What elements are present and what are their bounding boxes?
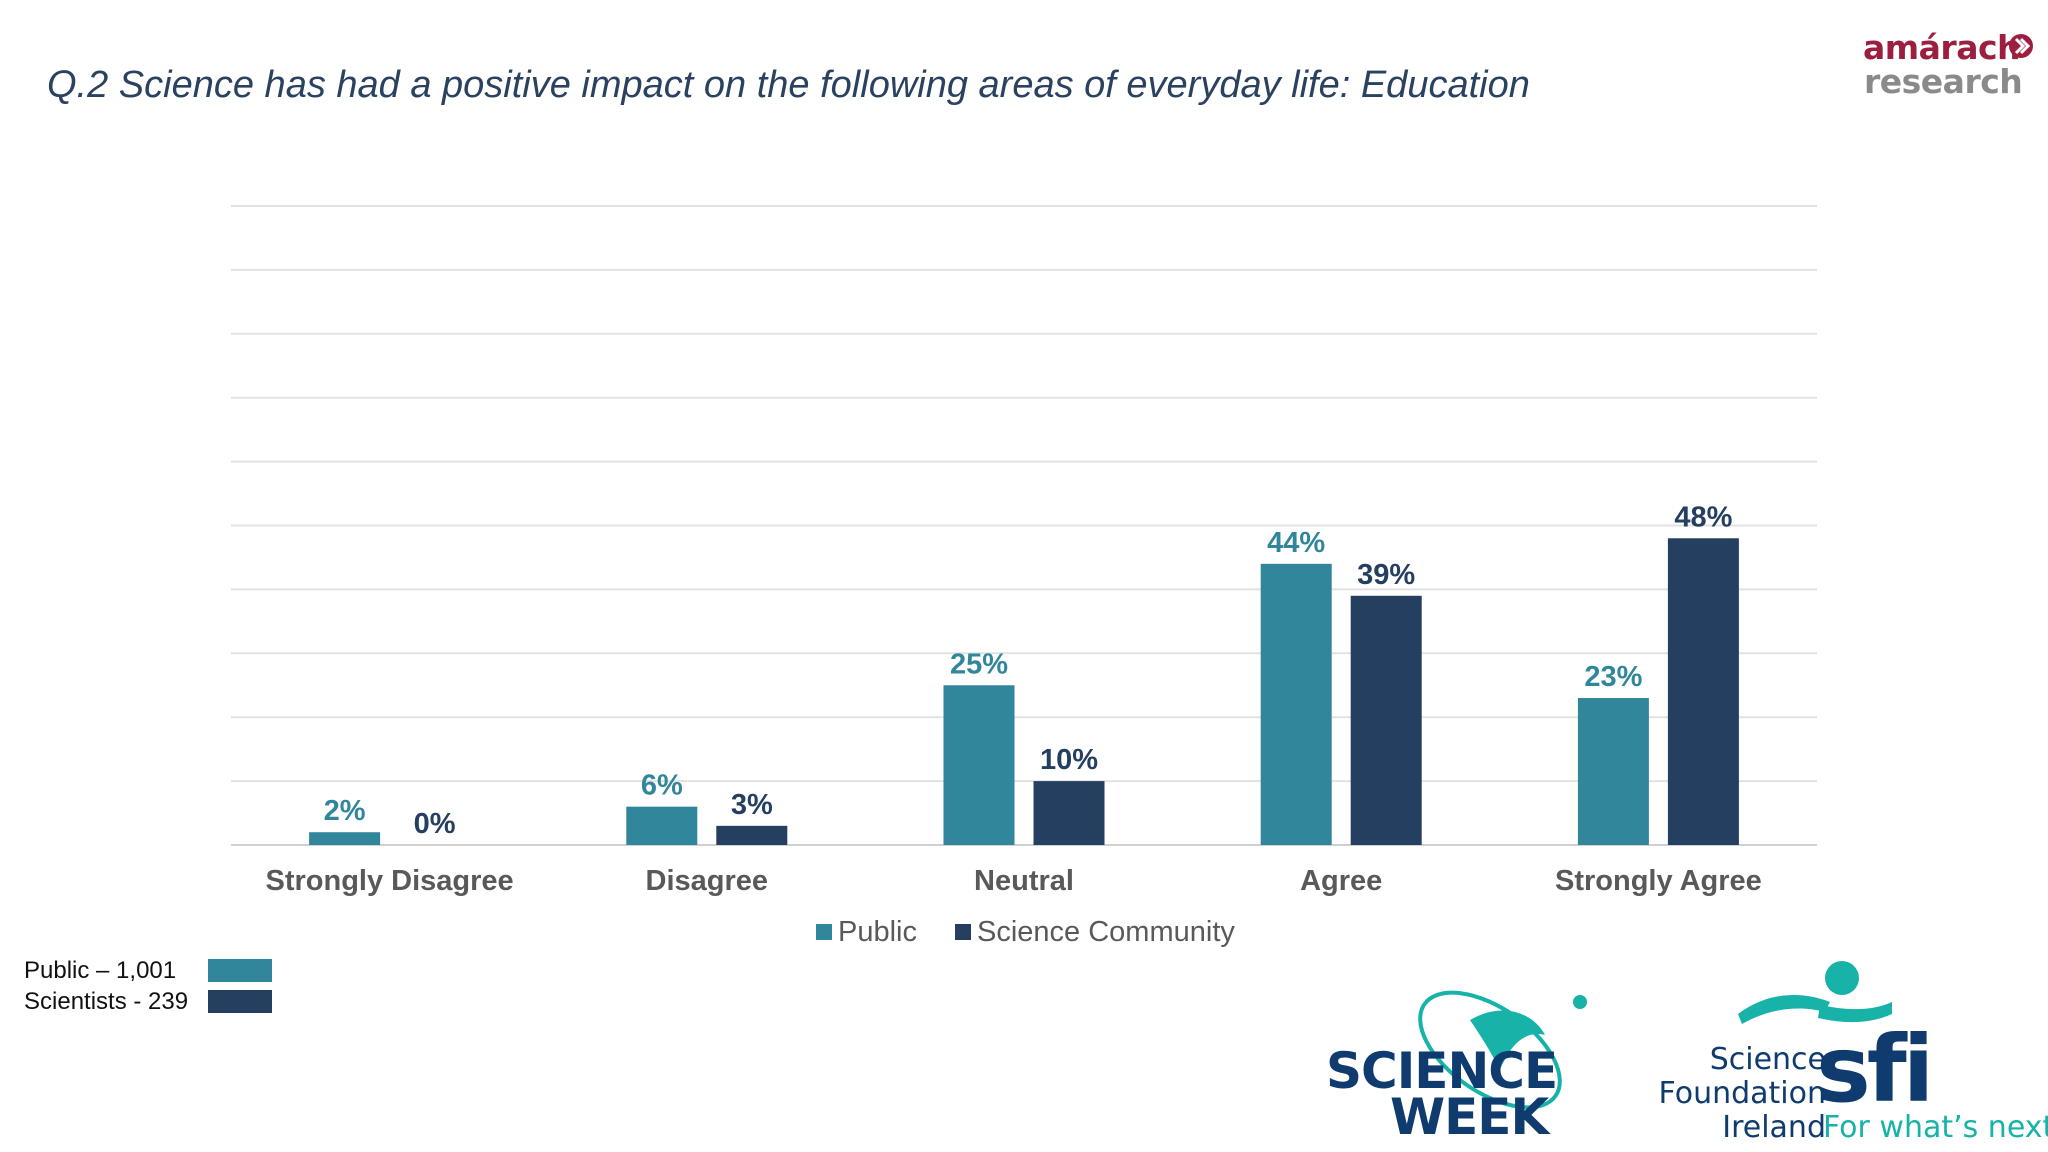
data-label: 25%	[950, 648, 1008, 680]
bar-public	[1577, 698, 1649, 845]
legend-label: Public	[838, 916, 917, 948]
legend-swatch	[816, 924, 832, 940]
sample-key-row-scientists: Scientists - 239	[24, 986, 284, 1017]
sample-key-scientists-label: Scientists - 239	[24, 988, 189, 1015]
sample-size-key: Public – 1,001 Scientists - 239	[24, 955, 284, 1017]
bar-science-community	[716, 825, 788, 845]
page-title: Q.2 Science has had a positive impact on…	[47, 64, 1530, 106]
data-label: 44%	[1267, 527, 1325, 559]
legend-label: Science Community	[977, 916, 1235, 948]
data-label: 3%	[731, 789, 773, 821]
bar-public	[1260, 563, 1332, 845]
data-label: 10%	[1040, 744, 1098, 776]
sample-key-public-swatch	[208, 959, 272, 982]
data-label: 48%	[1674, 501, 1732, 533]
x-tick-label: Neutral	[974, 865, 1074, 897]
bar-science-community	[1667, 538, 1739, 845]
sfi-mark: sfi	[1816, 1016, 1934, 1123]
bar-public	[626, 806, 698, 845]
sample-key-scientists-swatch	[208, 990, 272, 1013]
sfi-text-ireland: Ireland	[1722, 1110, 1826, 1145]
amarach-logo: amárach research	[1862, 28, 2033, 108]
sfi-text-foundation: Foundation	[1658, 1076, 1826, 1111]
bar-science-community	[1350, 595, 1422, 845]
data-label: 2%	[324, 795, 366, 827]
x-tick-label: Agree	[1300, 865, 1382, 897]
sample-key-public-label: Public – 1,001	[24, 957, 177, 984]
sfi-text-science: Science	[1709, 1042, 1826, 1077]
x-tick-label: Disagree	[646, 865, 769, 897]
sample-key-row-public: Public – 1,001	[24, 955, 284, 986]
data-label: 23%	[1584, 661, 1642, 693]
amarach-logo-bottom: research	[1864, 62, 2023, 101]
orbit-swoosh-icon	[1418, 990, 1587, 1110]
sfi-tagline: For what’s next	[1823, 1110, 2048, 1145]
x-tick-label: Strongly Disagree	[266, 865, 514, 897]
data-label: 6%	[641, 770, 683, 802]
bar-public	[309, 832, 381, 845]
science-week-logo: SCIENCE WEEK	[1320, 960, 1620, 1146]
bar-science-community	[1033, 781, 1105, 845]
chevron-badge-icon	[2009, 34, 2033, 58]
data-label: 39%	[1357, 559, 1415, 591]
x-tick-label: Strongly Agree	[1555, 865, 1762, 897]
data-label: 0%	[414, 808, 456, 840]
science-week-line1: SCIENCE	[1326, 1042, 1558, 1100]
amarach-logo-top: amárach	[1863, 28, 2021, 67]
science-week-line2: WEEK	[1390, 1088, 1549, 1146]
runner-figure-icon	[1738, 961, 1892, 1024]
sfi-logo: Science Foundation Ireland sfi For what’…	[1630, 950, 2048, 1152]
bar-public	[943, 685, 1015, 845]
legend-swatch	[955, 924, 971, 940]
